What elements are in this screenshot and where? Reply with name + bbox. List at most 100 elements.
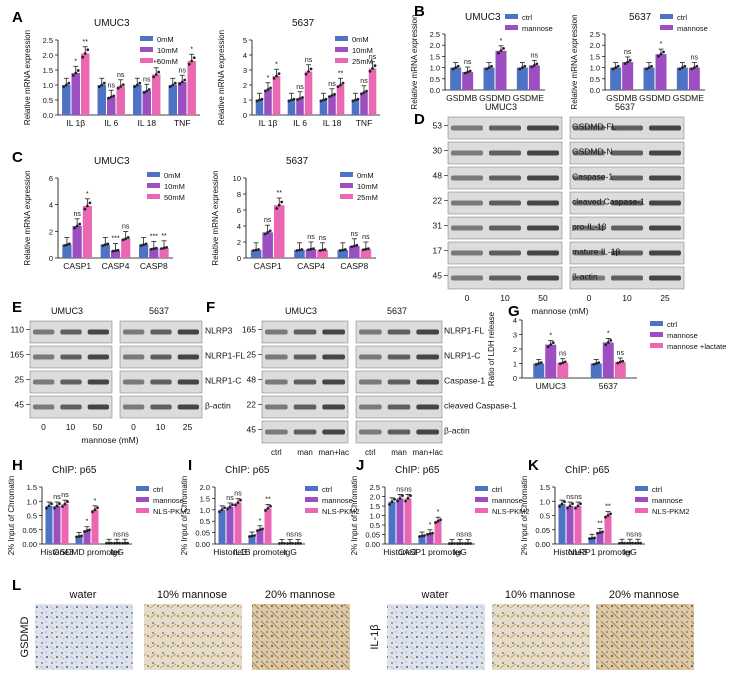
y-tick-label: 1.0 bbox=[540, 497, 550, 506]
blot-band bbox=[265, 329, 288, 335]
significance-label: * bbox=[94, 498, 97, 505]
data-point bbox=[61, 505, 64, 508]
y-tick-label: 4 bbox=[237, 222, 241, 231]
blot-band bbox=[489, 225, 521, 231]
data-point bbox=[590, 536, 594, 540]
data-point bbox=[257, 248, 261, 251]
bar bbox=[226, 506, 234, 544]
lane-label: 0 bbox=[465, 293, 470, 303]
blot-band bbox=[265, 404, 288, 410]
y-axis-label: Relative mRNA expression bbox=[217, 30, 226, 125]
data-point bbox=[55, 504, 59, 508]
data-point bbox=[364, 247, 368, 251]
data-point bbox=[611, 67, 615, 71]
bar bbox=[61, 504, 69, 544]
y-tick-label: 5 bbox=[243, 36, 247, 45]
bar bbox=[328, 95, 336, 115]
data-point bbox=[604, 515, 607, 519]
bar bbox=[304, 71, 313, 115]
data-point bbox=[187, 62, 191, 66]
x-tick-label: Histone3 bbox=[40, 547, 74, 557]
data-point bbox=[298, 248, 301, 252]
y-tick-label: 3 bbox=[513, 331, 517, 340]
bar bbox=[590, 363, 602, 378]
x-tick-label: IL 6 bbox=[293, 118, 307, 128]
data-point bbox=[563, 360, 567, 364]
legend-label: NLS-PKM2 bbox=[492, 507, 530, 516]
blot-band bbox=[33, 354, 55, 360]
y-tick-label: 2.5 bbox=[43, 36, 53, 45]
panel-letter-c: C bbox=[12, 149, 23, 166]
legend-label: 10mM bbox=[164, 182, 185, 191]
significance-label: ** bbox=[597, 521, 603, 528]
y-tick-label: 2 bbox=[243, 81, 247, 90]
data-point bbox=[368, 69, 372, 73]
mw-marker: 110 bbox=[10, 325, 24, 335]
data-point bbox=[456, 64, 460, 68]
x-tick-label: IL 6 bbox=[104, 118, 118, 128]
bar bbox=[368, 68, 377, 115]
y-tick-label: 0 bbox=[513, 374, 517, 383]
significance-label: ns bbox=[143, 76, 151, 83]
legend-swatch bbox=[340, 172, 353, 177]
x-tick-label: TNF bbox=[174, 118, 191, 128]
x-tick-label: IL 1β bbox=[259, 118, 278, 128]
data-point bbox=[396, 499, 399, 503]
bar bbox=[337, 250, 349, 258]
data-point bbox=[339, 83, 342, 87]
bar bbox=[97, 85, 107, 115]
blot-band bbox=[611, 250, 643, 256]
blot-band bbox=[527, 225, 559, 231]
data-point bbox=[75, 224, 79, 228]
y-axis-label: Relative mRNA expression bbox=[23, 30, 32, 125]
legend-label: 25mM bbox=[357, 193, 378, 202]
chart-title: ChIP: p65 bbox=[565, 465, 610, 476]
y-tick-label: 1.0 bbox=[27, 497, 37, 506]
bar bbox=[610, 67, 622, 90]
panel-letter-i: I bbox=[188, 457, 192, 474]
y-tick-label: 2.0 bbox=[370, 493, 380, 502]
legend-label: NLS-PKM2 bbox=[652, 507, 690, 516]
chart-c2: 0 2 4 6 8 10 Relative mRNA expression 5637 CASP1… bbox=[211, 156, 378, 271]
lane-label: 25 bbox=[660, 293, 670, 303]
data-point bbox=[301, 96, 304, 99]
data-point bbox=[558, 362, 562, 366]
mw-marker: 48 bbox=[433, 171, 443, 181]
data-point bbox=[152, 75, 156, 79]
y-tick-label: 2 bbox=[237, 238, 241, 247]
data-point bbox=[594, 362, 598, 365]
y-tick-label: 2 bbox=[49, 227, 53, 236]
legend-swatch bbox=[660, 14, 673, 19]
bar bbox=[62, 244, 72, 258]
data-point bbox=[636, 541, 640, 545]
data-point bbox=[690, 67, 694, 71]
data-point bbox=[309, 247, 313, 251]
bar bbox=[319, 100, 328, 115]
bar bbox=[272, 76, 281, 115]
data-point bbox=[88, 528, 91, 532]
mw-marker: 22 bbox=[433, 196, 443, 206]
mw-marker: 31 bbox=[433, 221, 443, 231]
data-point bbox=[296, 542, 300, 545]
bar bbox=[100, 244, 110, 258]
significance-label: *** bbox=[111, 235, 119, 242]
legend-swatch bbox=[650, 332, 663, 337]
y-tick-label: 1.0 bbox=[43, 81, 53, 90]
data-point bbox=[142, 243, 146, 247]
legend-label: mannose bbox=[667, 331, 698, 340]
significance-label: ns bbox=[617, 350, 625, 357]
y-tick-label: 0 bbox=[237, 254, 241, 263]
data-point bbox=[97, 85, 101, 89]
data-point bbox=[650, 64, 653, 68]
data-point bbox=[112, 94, 116, 98]
significance-label: ns bbox=[456, 532, 464, 539]
mw-marker: 45 bbox=[15, 400, 25, 410]
x-tick-label: CASP1 bbox=[63, 261, 91, 271]
ihc-image bbox=[144, 604, 242, 670]
x-tick-label: GSDMD bbox=[479, 93, 511, 103]
data-point bbox=[336, 85, 340, 89]
data-point bbox=[464, 542, 467, 545]
lane-label: 50 bbox=[538, 293, 548, 303]
legend-swatch bbox=[136, 497, 149, 502]
chart-title: 5637 bbox=[629, 12, 652, 23]
